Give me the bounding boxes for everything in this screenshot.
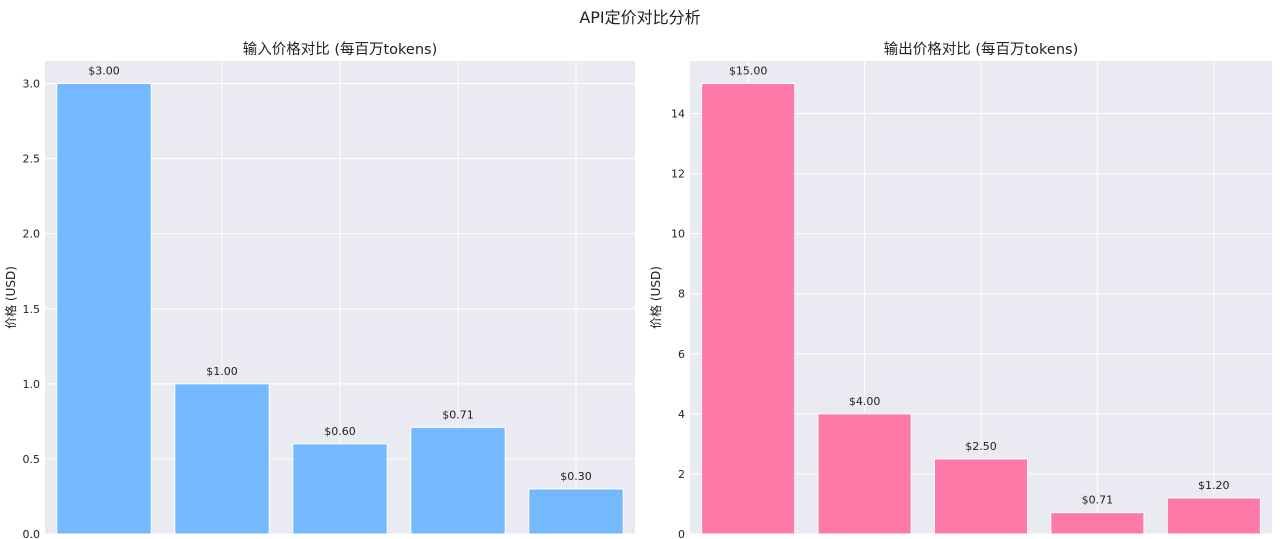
bar <box>528 488 624 535</box>
y-tick-label: 8 <box>678 288 685 301</box>
bar-value-label: $0.71 <box>442 408 474 421</box>
bar-value-label: $1.00 <box>206 365 238 378</box>
chart-title: 输入价格对比 (每百万tokens) <box>243 41 438 58</box>
bar <box>410 426 506 535</box>
y-tick-label: 1.5 <box>23 303 41 316</box>
bar-value-label: $3.00 <box>88 65 120 78</box>
bar-value-label: $15.00 <box>729 65 768 78</box>
y-tick-label: 12 <box>671 168 685 181</box>
bar-value-label: $0.71 <box>1082 494 1114 507</box>
y-tick-label: 4 <box>678 408 685 421</box>
y-tick-label: 1.0 <box>23 378 41 391</box>
y-tick-label: 0 <box>678 528 685 539</box>
y-tick-label: 3.0 <box>23 78 41 91</box>
chart-panel-1: $15.00 $4.00 $2.50 $0.71 $1.20 0 2 4 6 8 10 12 14 输出价… <box>648 41 1272 539</box>
bar <box>933 458 1029 535</box>
y-axis-label: 价格 (USD) <box>648 266 663 329</box>
bar-value-label: $4.00 <box>849 395 881 408</box>
bar <box>292 443 388 535</box>
y-tick-label: 0.5 <box>23 453 41 466</box>
y-tick-label: 0.0 <box>23 528 41 539</box>
bar <box>701 83 796 535</box>
bar <box>1050 512 1145 535</box>
y-axis-label: 价格 (USD) <box>3 266 18 329</box>
y-tick-label: 2.0 <box>23 228 41 241</box>
bar <box>1166 497 1261 535</box>
chart-title: 输出价格对比 (每百万tokens) <box>884 41 1079 58</box>
chart-panel-0: $3.00 $1.00 $0.60 $0.71 $0.30 0.0 0.5 1.0 1.5 2.0… <box>3 41 635 539</box>
bar <box>174 383 270 535</box>
bar <box>817 413 912 535</box>
y-tick-label: 10 <box>671 228 685 241</box>
bar-value-label: $2.50 <box>965 440 997 453</box>
y-tick-label: 2 <box>678 468 685 481</box>
bar-value-label: $0.60 <box>324 425 356 438</box>
y-tick-label: 2.5 <box>23 153 41 166</box>
y-tick-label: 6 <box>678 348 685 361</box>
bar-value-label: $0.30 <box>560 470 592 483</box>
bar <box>56 83 152 535</box>
bar-value-label: $1.20 <box>1198 479 1230 492</box>
y-tick-label: 14 <box>671 108 685 121</box>
figure-title: API定价对比分析 <box>579 8 700 27</box>
